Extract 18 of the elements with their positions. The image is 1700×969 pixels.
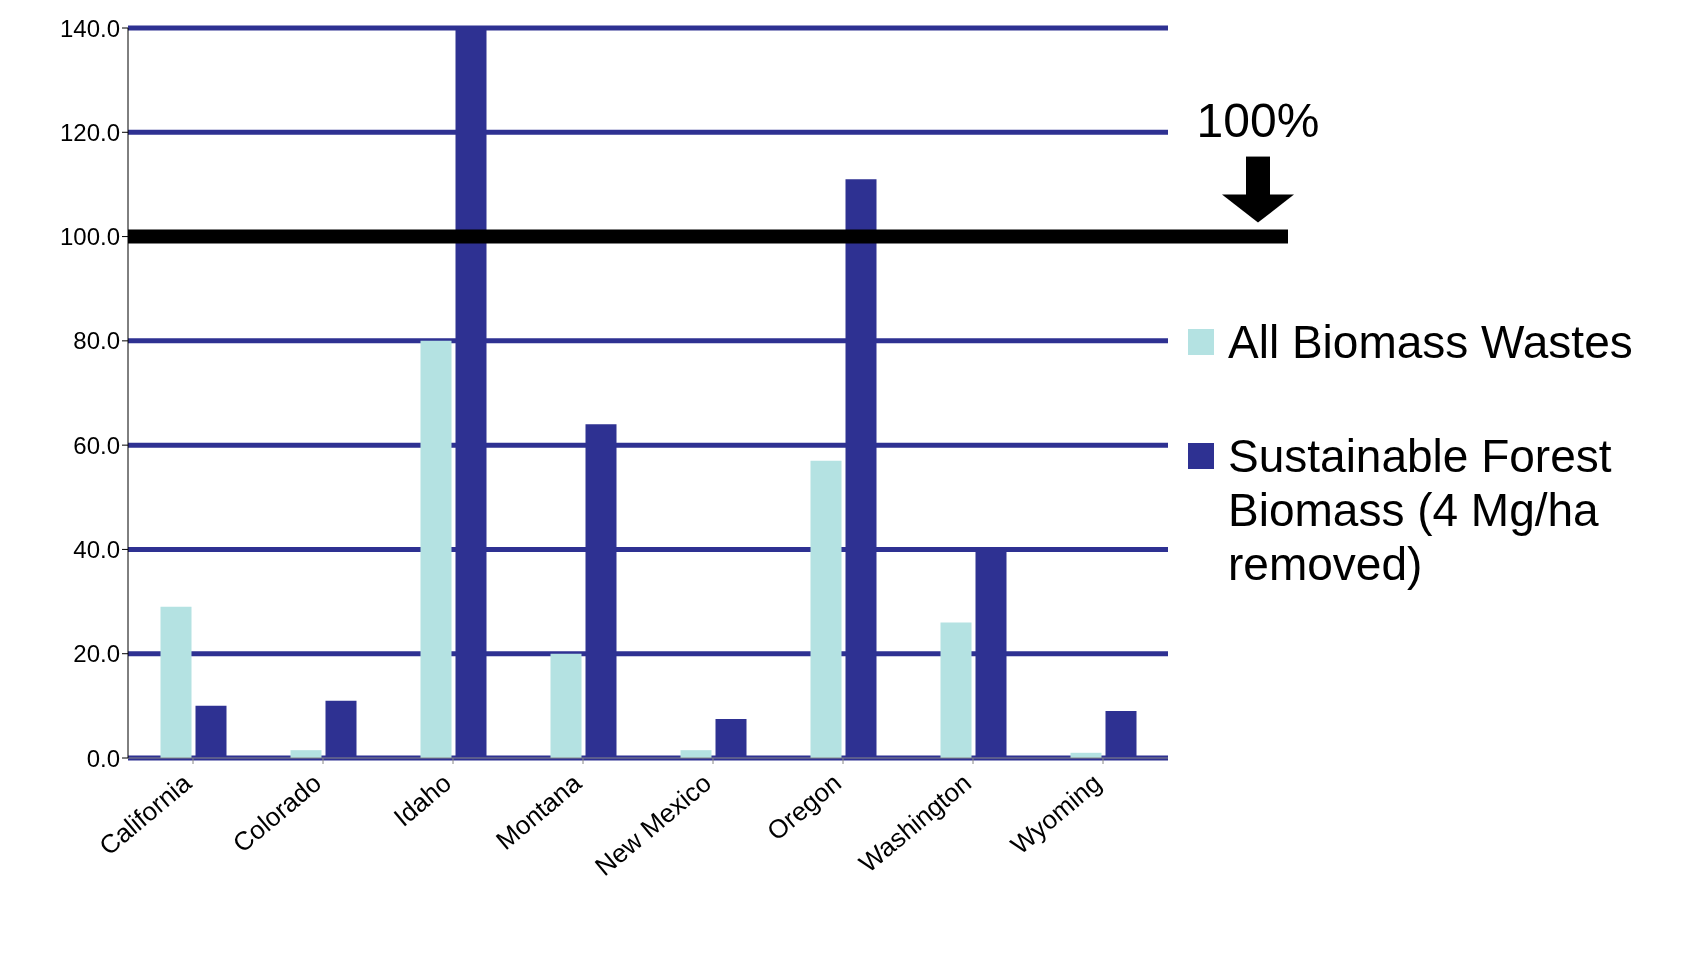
y-tick-label: 120.0 bbox=[59, 118, 120, 146]
bar bbox=[940, 622, 972, 758]
y-tick-label: 40.0 bbox=[73, 535, 120, 563]
bar bbox=[420, 340, 452, 758]
legend-label: Sustainable Forest Biomass (4 Mg/ha removed) bbox=[1228, 429, 1613, 591]
y-tick-label: 60.0 bbox=[73, 431, 120, 459]
ref-line-label: 100% bbox=[1196, 93, 1320, 147]
bar bbox=[680, 750, 712, 758]
y-tick-label: 20.0 bbox=[73, 640, 120, 668]
legend-label: All Biomass Wastes bbox=[1228, 315, 1633, 369]
y-tick-label: 80.0 bbox=[73, 327, 120, 355]
y-tick-label: 100.0 bbox=[59, 223, 120, 251]
bar bbox=[160, 606, 192, 758]
y-tick-label: 140.0 bbox=[59, 14, 120, 42]
bar bbox=[290, 750, 322, 758]
y-tick-label: 0.0 bbox=[86, 744, 120, 772]
bar bbox=[810, 460, 842, 758]
bar bbox=[550, 653, 582, 758]
